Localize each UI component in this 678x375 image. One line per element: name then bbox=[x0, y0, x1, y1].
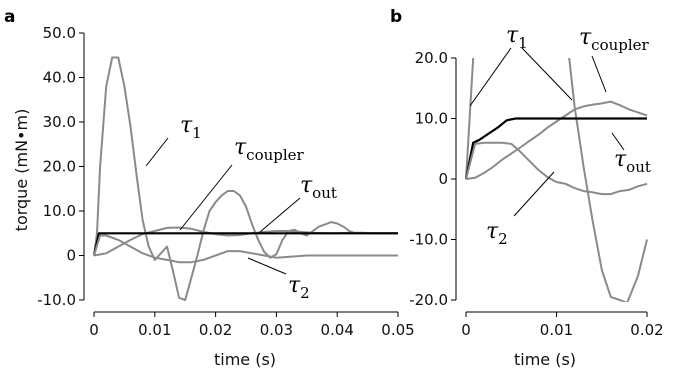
panel-a-ytick-label: 20.0 bbox=[43, 158, 76, 176]
leader-b-tau2 bbox=[513, 171, 555, 217]
panel-a-ytick-label: 30.0 bbox=[43, 113, 76, 131]
panel-a-xlabel: time (s) bbox=[214, 350, 276, 369]
annotation-b-tau-out: τout bbox=[614, 147, 651, 176]
panel-a-series-out-line bbox=[92, 232, 398, 256]
panel-a-ytick-label: 40.0 bbox=[43, 69, 76, 87]
panel-b-series-out-line bbox=[464, 117, 647, 180]
panel-a-xtick-label: 0.05 bbox=[381, 321, 414, 339]
panel-a-ytick-label: 0 bbox=[66, 247, 76, 265]
panel-b-xtick-label: 0.02 bbox=[630, 321, 663, 339]
panel-a-ytick-label: -10.0 bbox=[37, 291, 76, 309]
leader-a-tau2 bbox=[247, 257, 287, 275]
panel-b-series-1-rise-line bbox=[465, 57, 475, 180]
annotation-b-tau-coupler: τcoupler bbox=[579, 25, 650, 54]
panel-b-xtick-label: 0 bbox=[461, 321, 471, 339]
panel-a-series-1-line bbox=[93, 56, 398, 301]
leader-b-tau-coupler bbox=[591, 55, 607, 93]
leader-a-tau1 bbox=[145, 137, 169, 167]
annotation-a-tau-out: τout bbox=[300, 173, 337, 202]
annotation-b-tau2: τ2 bbox=[486, 219, 508, 248]
panel-a-series bbox=[92, 56, 398, 301]
leader-b-tau-out bbox=[611, 132, 625, 151]
panel-b-ytick-label: -10.0 bbox=[409, 231, 448, 249]
annotation-a-tau1: τ1 bbox=[180, 113, 202, 142]
panel-b-ytick-label: 0 bbox=[438, 170, 448, 188]
annotation-a-tau-coupler: τcoupler bbox=[234, 135, 305, 164]
panel-b-label: b bbox=[390, 7, 402, 27]
panel-a-xtick-label: 0.04 bbox=[320, 321, 353, 339]
leader-a-tau-out bbox=[259, 197, 301, 233]
panel-a-label: a bbox=[4, 7, 15, 27]
annotation-a-tau2: τ2 bbox=[288, 273, 310, 302]
panel-a-xtick-label: 0.03 bbox=[260, 321, 293, 339]
panel-b: b 20.010.00-10.0-20.00 0.01 0.02 time (s) … bbox=[390, 7, 664, 369]
annotation-b-tau1: τ1 bbox=[506, 23, 528, 52]
panel-b-ytick-label: 10.0 bbox=[415, 110, 448, 128]
panel-b-series bbox=[464, 57, 648, 302]
leader-b-tau1-right bbox=[521, 47, 573, 101]
panel-a-ytick-label: 50.0 bbox=[43, 24, 76, 42]
panel-a-axes: 50.0 40.0 30.0 20.0 10.0 0 -10.0 0 0.01 0.02 0.03 0… bbox=[37, 24, 415, 339]
panel-a-ylabel: torque (mN•m) bbox=[12, 109, 31, 232]
panel-a-ytick-label: 10.0 bbox=[43, 202, 76, 220]
panel-a-xtick-label: 0.01 bbox=[138, 321, 171, 339]
panel-b-axes: 20.0 10.0 0 -10.0 -20.0 0 0.01 0.02 bbox=[409, 49, 664, 339]
panel-b-series-2-line bbox=[465, 141, 648, 196]
panel-a-xtick-label: 0 bbox=[89, 321, 99, 339]
panel-a: a 50.0 40.0 30.0 20.0 10.0 0 -10.0 0 0.01 0.02 0.0… bbox=[4, 7, 415, 369]
leader-a-tau-coupler bbox=[179, 164, 233, 231]
panel-a-xtick-label: 0.02 bbox=[199, 321, 232, 339]
panel-b-ytick-label: 20.0 bbox=[415, 49, 448, 67]
panel-b-xlabel: time (s) bbox=[514, 350, 576, 369]
panel-a-series-2-line bbox=[93, 234, 398, 264]
leader-b-tau1-left bbox=[469, 47, 512, 107]
panel-b-series-1-fall-line bbox=[568, 57, 648, 302]
panel-b-ytick-label: -20.0 bbox=[409, 291, 448, 309]
panel-b-xtick-label: 0.01 bbox=[540, 321, 573, 339]
